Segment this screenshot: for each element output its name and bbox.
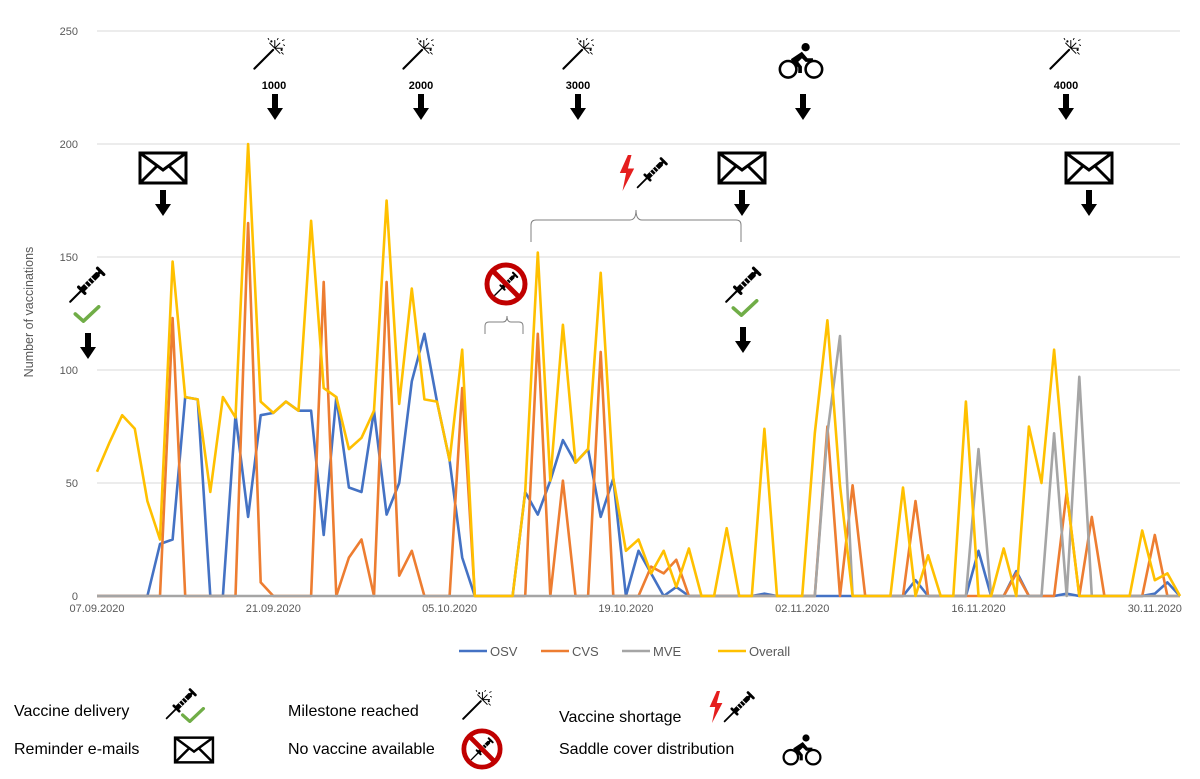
x-tick-label: 16.11.2020	[951, 603, 1005, 615]
check-icon	[73, 305, 101, 323]
reminder-email-annotation-1	[138, 151, 188, 216]
lightning-icon	[709, 691, 723, 723]
key-label-saddle-cover: Saddle cover distribution	[559, 741, 734, 758]
icon-key: Vaccine delivery Reminder e-mails Milest…	[14, 688, 822, 768]
syringe-check-icon	[165, 688, 197, 720]
sparkler-icon	[462, 690, 492, 720]
key-label-no-vaccine: No vaccine available	[288, 741, 435, 758]
envelope-icon	[138, 151, 188, 185]
milestone-label: 3000	[566, 80, 590, 92]
y-tick-label: 0	[72, 591, 78, 603]
legend-label: CVS	[572, 644, 599, 659]
no-vaccine-bracket	[484, 315, 524, 334]
check-icon	[731, 299, 759, 317]
arrow-down-icon	[1058, 94, 1074, 120]
chart-annotations: 1000 2000 3000 4000	[68, 38, 1114, 359]
key-label-vaccine-delivery: Vaccine delivery	[14, 703, 129, 720]
arrow-down-icon	[413, 94, 429, 120]
cyclist-icon	[782, 733, 822, 766]
cyclist-icon	[778, 41, 824, 80]
arrow-down-icon	[1081, 190, 1097, 216]
no-vaccine-icon	[487, 265, 525, 303]
sparkler-icon	[402, 38, 434, 70]
syringe-icon	[636, 157, 668, 189]
y-axis-label: Number of vaccinations	[22, 247, 36, 378]
sparkler-icon	[1049, 38, 1081, 70]
legend-label: MVE	[653, 644, 682, 659]
envelope-icon	[717, 151, 767, 185]
x-tick-label: 30.11.2020	[1128, 603, 1182, 615]
x-tick-label: 21.09.2020	[246, 603, 301, 615]
sparkler-icon	[253, 38, 285, 70]
arrow-down-icon	[570, 94, 586, 120]
chart-legend: OSV CVS MVE Overall	[459, 644, 790, 659]
arrow-down-icon	[734, 190, 750, 216]
no-vaccine-icon	[464, 731, 500, 767]
vaccine-delivery-annotation-1	[68, 266, 106, 359]
milestone-label: 1000	[262, 80, 286, 92]
x-tick-label: 19.10.2020	[598, 603, 653, 615]
milestone-label: 4000	[1054, 80, 1078, 92]
milestone-2000-annotation: 2000	[402, 38, 434, 120]
arrow-down-icon	[267, 94, 283, 120]
envelope-icon	[173, 736, 215, 764]
y-tick-label: 250	[60, 26, 78, 38]
milestone-4000-annotation: 4000	[1049, 38, 1081, 120]
key-label-vaccine-shortage: Vaccine shortage	[559, 709, 682, 726]
milestone-label: 2000	[409, 80, 433, 92]
series-line-overall	[95, 142, 1182, 598]
arrow-down-icon	[795, 94, 811, 120]
vaccine-delivery-annotation-2	[724, 266, 762, 353]
envelope-icon	[1064, 151, 1114, 185]
shortage-bracket	[530, 209, 742, 242]
y-tick-label: 150	[60, 252, 78, 264]
saddle-cover-annotation	[778, 41, 824, 120]
syringe-icon	[68, 266, 106, 304]
x-tick-label: 05.10.2020	[422, 603, 477, 615]
syringe-icon	[723, 691, 755, 723]
check-icon	[180, 707, 206, 723]
no-vaccine-annotation	[484, 265, 525, 334]
milestone-3000-annotation: 3000	[562, 38, 594, 120]
key-label-milestone: Milestone reached	[288, 703, 419, 720]
legend-label: Overall	[749, 644, 790, 659]
y-tick-label: 200	[60, 139, 78, 151]
arrow-down-icon	[80, 333, 96, 359]
legend-label: OSV	[490, 644, 518, 659]
arrow-down-icon	[735, 327, 751, 353]
lightning-icon	[619, 155, 635, 191]
arrow-down-icon	[155, 190, 171, 216]
series-line-mve	[97, 334, 1180, 598]
reminder-email-annotation-3	[1064, 151, 1114, 216]
milestone-1000-annotation: 1000	[253, 38, 286, 120]
x-tick-label: 07.09.2020	[69, 603, 124, 615]
x-tick-label: 02.11.2020	[775, 603, 829, 615]
y-tick-label: 100	[60, 365, 78, 377]
key-label-reminder-emails: Reminder e-mails	[14, 741, 139, 758]
sparkler-icon	[562, 38, 594, 70]
reminder-email-annotation-2	[717, 151, 767, 216]
y-tick-label: 50	[66, 478, 78, 490]
vaccine-shortage-annotation	[530, 155, 742, 242]
plot-area: 0 50 100 150 200 250 07.09.2020 21.09.2020 05.10…	[60, 26, 1182, 615]
syringe-icon	[724, 266, 762, 304]
